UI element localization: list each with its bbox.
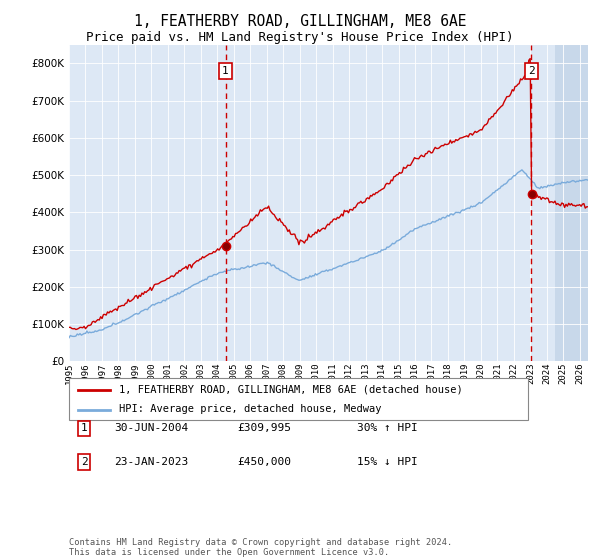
Text: Contains HM Land Registry data © Crown copyright and database right 2024.
This d: Contains HM Land Registry data © Crown c… — [69, 538, 452, 557]
Text: 1: 1 — [80, 423, 88, 433]
FancyBboxPatch shape — [69, 378, 528, 420]
Text: 1, FEATHERBY ROAD, GILLINGHAM, ME8 6AE (detached house): 1, FEATHERBY ROAD, GILLINGHAM, ME8 6AE (… — [119, 385, 463, 395]
Text: £450,000: £450,000 — [237, 457, 291, 467]
Text: 1: 1 — [222, 66, 229, 76]
Text: HPI: Average price, detached house, Medway: HPI: Average price, detached house, Medw… — [119, 404, 382, 414]
Text: 1, FEATHERBY ROAD, GILLINGHAM, ME8 6AE: 1, FEATHERBY ROAD, GILLINGHAM, ME8 6AE — [134, 14, 466, 29]
Text: £309,995: £309,995 — [237, 423, 291, 433]
Bar — [555, 45, 588, 361]
Text: 2: 2 — [80, 457, 88, 467]
Text: 2: 2 — [528, 66, 535, 76]
Text: 30-JUN-2004: 30-JUN-2004 — [114, 423, 188, 433]
Text: 30% ↑ HPI: 30% ↑ HPI — [357, 423, 418, 433]
Text: 23-JAN-2023: 23-JAN-2023 — [114, 457, 188, 467]
Text: Price paid vs. HM Land Registry's House Price Index (HPI): Price paid vs. HM Land Registry's House … — [86, 31, 514, 44]
Text: 15% ↓ HPI: 15% ↓ HPI — [357, 457, 418, 467]
